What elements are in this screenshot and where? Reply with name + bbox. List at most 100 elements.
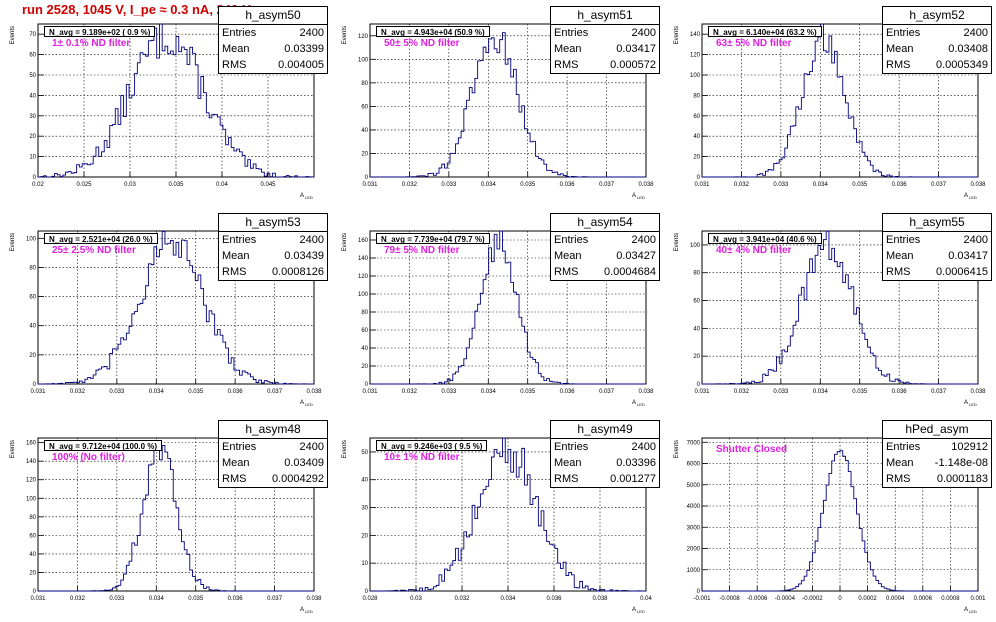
stats-key: RMS: [222, 59, 247, 71]
stats-row-entries: Entries 102912: [883, 439, 991, 455]
stats-key: RMS: [554, 59, 579, 71]
y-axis-label: Events: [342, 440, 348, 458]
histogram-line: [369, 437, 646, 592]
stats-row-rms: RMS 0.0004684: [551, 264, 659, 280]
stats-value: 2400: [963, 27, 988, 39]
y-tick-label: 50: [29, 73, 36, 79]
y-tick-label: 60: [693, 299, 700, 305]
y-tick-label: 0: [33, 382, 37, 388]
x-tick-label: 0.036: [892, 389, 908, 395]
y-tick-label: 100: [358, 57, 369, 63]
x-tick-label: 0.036: [546, 596, 562, 602]
stats-value: 0.0006415: [936, 266, 988, 278]
y-tick-label: 2000: [687, 547, 701, 553]
y-tick-label: 60: [29, 53, 36, 59]
y-tick-label: 140: [358, 256, 369, 262]
y-tick-label: 20: [361, 364, 368, 370]
x-tick-label: 0.037: [931, 182, 947, 188]
stats-key: Mean: [886, 43, 914, 55]
x-tick-label: 0.036: [560, 389, 576, 395]
stats-row-entries: Entries 2400: [883, 232, 991, 248]
y-tick-label: 6000: [687, 462, 701, 468]
x-tick-label: 0.0002: [858, 596, 877, 602]
x-tick-label: 0.031: [30, 596, 46, 602]
x-tick-label: 0.033: [109, 389, 125, 395]
stats-row-entries: Entries 2400: [551, 439, 659, 455]
stats-value: 0.03417: [948, 250, 988, 262]
stats-value: -1.148e-08: [934, 457, 988, 469]
y-tick-label: 40: [29, 93, 36, 99]
y-tick-label: 0: [365, 382, 369, 388]
histogram-line: [370, 230, 646, 385]
y-tick-label: 7000: [687, 440, 701, 446]
stats-box: h_asym55 Entries 2400 Mean 0.03417 RMS 0.00064…: [882, 213, 992, 281]
y-tick-label: 40: [693, 134, 700, 140]
x-tick-label: -0.0008: [719, 596, 740, 602]
stats-key: Mean: [886, 250, 914, 262]
histogram-panel-h_asym54: 0.031 0.032 0.033 0.034 0.035 0.036 0.037 0.038…: [332, 207, 664, 414]
x-tick-label: 0.032: [734, 389, 750, 395]
x-tick-label: 0.033: [441, 182, 457, 188]
stats-value: 2400: [299, 441, 324, 453]
y-axis-label: Events: [674, 233, 680, 251]
y-tick-label: 0: [33, 589, 37, 595]
x-tick-label: 0.034: [813, 389, 829, 395]
stats-row-entries: Entries 2400: [551, 232, 659, 248]
y-axis-label: Events: [10, 26, 16, 44]
histogram-line: [38, 440, 314, 592]
stats-key: Mean: [222, 43, 250, 55]
stats-row-mean: Mean 0.03399: [219, 41, 327, 57]
x-tick-label: 0.033: [109, 596, 125, 602]
histogram-line: [702, 450, 978, 592]
y-tick-label: 80: [361, 81, 368, 87]
stats-title: hPed_asym: [883, 421, 991, 439]
x-tick-label: 0.034: [149, 389, 165, 395]
x-tick-label: -0.0004: [775, 596, 796, 602]
y-tick-label: 20: [693, 354, 700, 360]
x-tick-label: 0.03: [410, 596, 422, 602]
n-avg-label: N_avg = 3.941e+04 (40.6 %): [708, 233, 822, 244]
x-tick-label: 0.0008: [941, 596, 960, 602]
y-tick-label: 10: [29, 155, 36, 161]
y-tick-label: 0: [697, 382, 701, 388]
stats-row-rms: RMS 0.000572: [551, 57, 659, 73]
x-tick-label: 0.035: [520, 182, 536, 188]
x-tick-label: 0.036: [228, 389, 244, 395]
stats-title: h_asym49: [551, 421, 659, 439]
x-axis-label: ALED: [964, 607, 977, 614]
stats-key: Mean: [554, 250, 582, 262]
n-avg-label: N_avg = 7.739e+04 (79.7 %): [376, 233, 490, 244]
x-tick-label: 0.038: [638, 389, 654, 395]
y-tick-label: 40: [693, 326, 700, 332]
stats-row-entries: Entries 2400: [883, 25, 991, 41]
x-tick-label: 0.037: [931, 389, 947, 395]
x-tick-label: 0.037: [267, 389, 283, 395]
stats-value: 0.0004292: [272, 473, 324, 485]
y-tick-label: 20: [29, 570, 36, 576]
y-tick-label: 100: [690, 243, 701, 249]
x-tick-label: 0.032: [402, 389, 418, 395]
x-tick-label: 0.034: [500, 596, 516, 602]
y-tick-label: 60: [361, 104, 368, 110]
stats-value: 0.001277: [610, 473, 656, 485]
x-tick-label: 0.031: [30, 389, 46, 395]
stats-key: Entries: [222, 27, 257, 39]
histogram-panel-h_asym48: 0.031 0.032 0.033 0.034 0.035 0.036 0.037 0.038…: [0, 414, 332, 621]
x-tick-label: 0.038: [592, 596, 608, 602]
y-tick-label: 30: [29, 114, 36, 120]
stats-row-mean: Mean 0.03439: [219, 248, 327, 264]
filter-label: Shutter Closed: [716, 444, 788, 455]
stats-key: Mean: [886, 457, 914, 469]
y-axis-label: Events: [342, 26, 348, 44]
y-tick-label: 120: [358, 34, 369, 40]
y-tick-label: 80: [29, 515, 36, 521]
y-tick-label: 100: [690, 73, 701, 79]
stats-row-entries: Entries 2400: [551, 25, 659, 41]
y-tick-label: 120: [690, 53, 701, 59]
stats-value: 0.004005: [278, 59, 324, 71]
histogram-panel-h_asym50: 0.02 0.025 0.03 0.035 0.04 0.045 0 10 20 30 40 50 60…: [0, 0, 332, 207]
stats-value: 102912: [951, 441, 988, 453]
x-axis-label: ALED: [632, 193, 645, 200]
stats-value: 2400: [299, 234, 324, 246]
x-tick-label: 0.036: [228, 596, 244, 602]
